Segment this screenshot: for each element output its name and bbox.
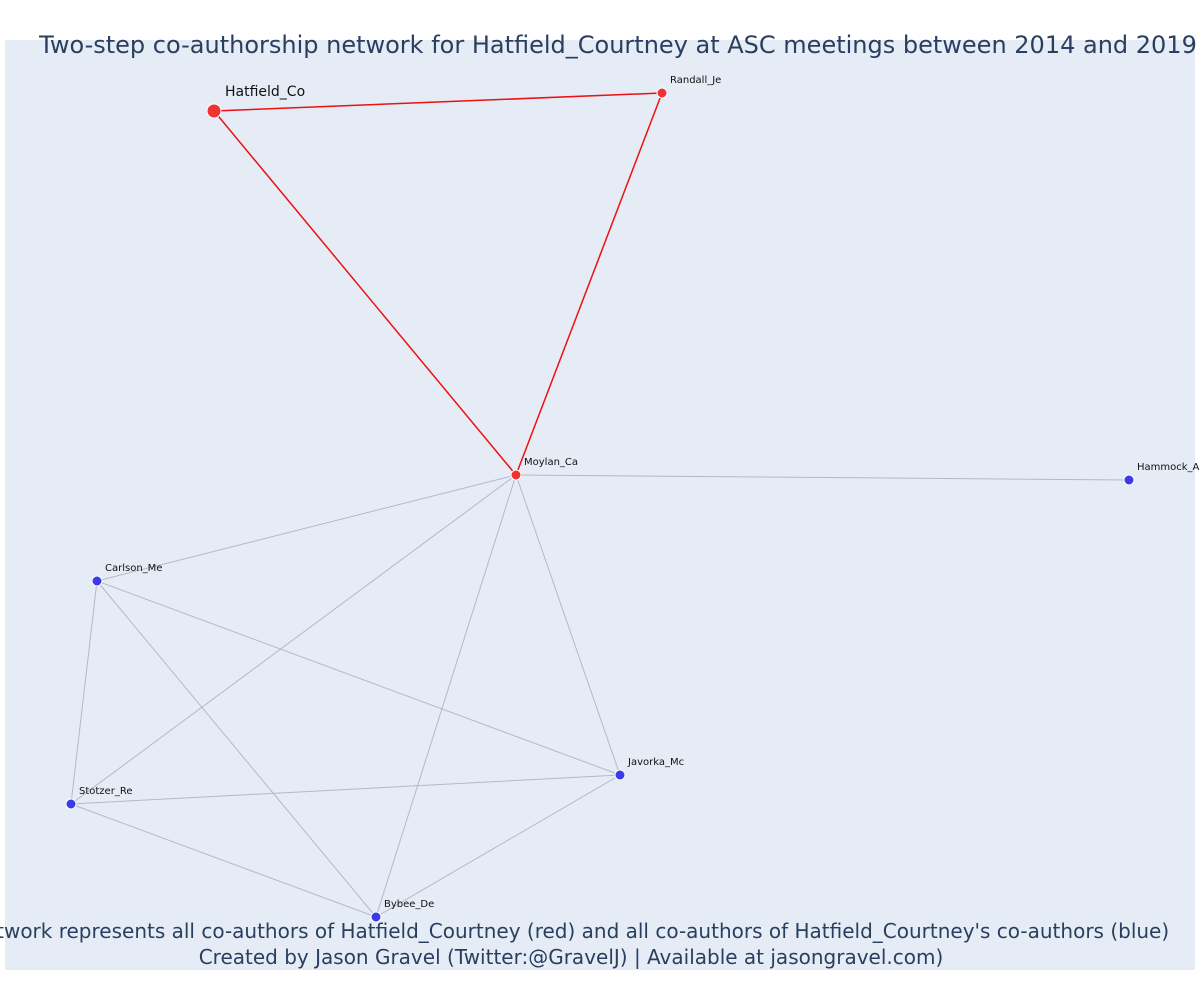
- node-label-Randall_Je: Randall_Je: [670, 75, 721, 86]
- edge-Stotzer_Re-Bybee_De: [70, 803, 377, 918]
- edge-Moylan_Ca-Javorka_Mc: [515, 474, 621, 776]
- node-Randall_Je[interactable]: [656, 87, 668, 99]
- edge-Moylan_Ca-Stotzer_Re: [70, 474, 517, 805]
- edge-Moylan_Ca-Bybee_De: [375, 474, 517, 918]
- chart-title: Two-step co-authorship network for Hatfi…: [38, 31, 1197, 59]
- node-label-Bybee_De: Bybee_De: [384, 899, 434, 910]
- node-Moylan_Ca[interactable]: [510, 469, 522, 481]
- node-label-Hatfield_Co: Hatfield_Co: [225, 84, 305, 100]
- node-Hatfield_Co[interactable]: [206, 103, 222, 119]
- edge-Moylan_Ca-Hammock_A: [515, 474, 1130, 481]
- edge-Bybee_De-Javorka_Mc: [375, 774, 621, 918]
- node-label-Javorka_Mc: Javorka_Mc: [627, 757, 684, 768]
- edge-Carlson_Me-Javorka_Mc: [96, 580, 621, 776]
- edge-Stotzer_Re-Javorka_Mc: [70, 774, 621, 805]
- node-label-Carlson_Me: Carlson_Me: [105, 563, 162, 574]
- footer-credit: Created by Jason Gravel (Twitter:@Gravel…: [199, 945, 944, 969]
- node-Hammock_A[interactable]: [1123, 474, 1135, 486]
- edge-Randall_Je-Moylan_Ca: [515, 92, 663, 476]
- edge-Moylan_Ca-Carlson_Me: [96, 474, 517, 582]
- edge-Carlson_Me-Bybee_De: [96, 580, 377, 918]
- edge-Hatfield_Co-Moylan_Ca: [213, 110, 517, 476]
- node-label-Hammock_A: Hammock_A: [1137, 462, 1200, 473]
- label-layer: Hatfield_Co Randall_Je Moylan_Ca Hammock_A C…: [79, 75, 1200, 910]
- node-label-Stotzer_Re: Stotzer_Re: [79, 786, 132, 797]
- node-Javorka_Mc[interactable]: [614, 769, 626, 781]
- edge-layer: [70, 92, 1130, 918]
- edge-Carlson_Me-Stotzer_Re: [70, 580, 98, 805]
- node-Stotzer_Re[interactable]: [65, 798, 77, 810]
- footer-caption: Network represents all co-authors of Hat…: [0, 919, 1169, 943]
- node-Carlson_Me[interactable]: [91, 575, 103, 587]
- edge-Hatfield_Co-Randall_Je: [213, 92, 663, 112]
- plot-background: [5, 40, 1195, 970]
- node-Bybee_De[interactable]: [370, 911, 382, 923]
- node-layer: [65, 87, 1135, 923]
- node-label-Moylan_Ca: Moylan_Ca: [524, 457, 578, 468]
